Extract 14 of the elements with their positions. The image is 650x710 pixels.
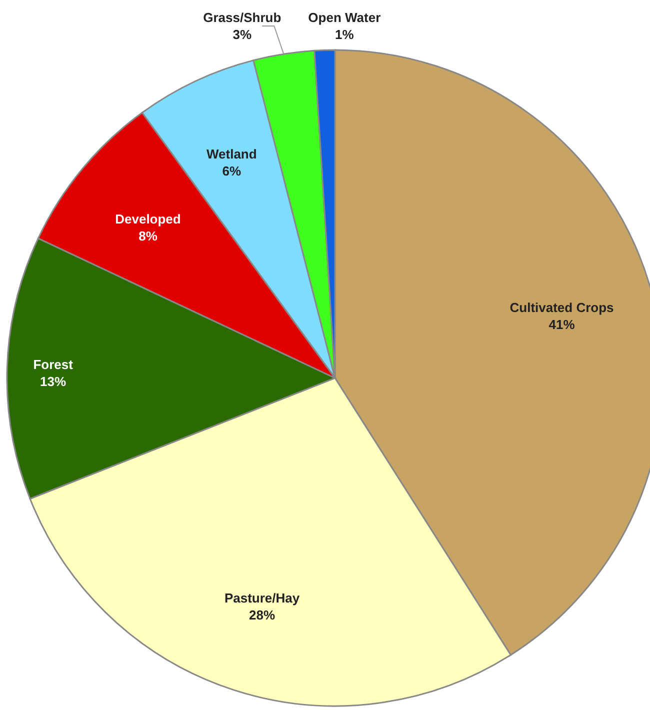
data-label: 1% bbox=[334, 27, 354, 42]
slice-label: Wetland bbox=[206, 146, 257, 162]
data-label: 6% bbox=[222, 163, 242, 178]
data-label: 13% bbox=[40, 374, 67, 390]
slice-label: Developed bbox=[115, 211, 181, 226]
data-label: 3% bbox=[232, 27, 252, 42]
data-label: 28% bbox=[249, 608, 276, 623]
data-label: 41% bbox=[548, 317, 576, 332]
slice-label: Pasture/Hay bbox=[224, 590, 300, 606]
slice-label: Open Water bbox=[308, 10, 381, 25]
data-label: 8% bbox=[138, 228, 158, 244]
slice-label: Grass/Shrub bbox=[203, 10, 282, 25]
slice-label: Cultivated Crops bbox=[510, 300, 614, 316]
slice-label: Forest bbox=[33, 357, 74, 372]
